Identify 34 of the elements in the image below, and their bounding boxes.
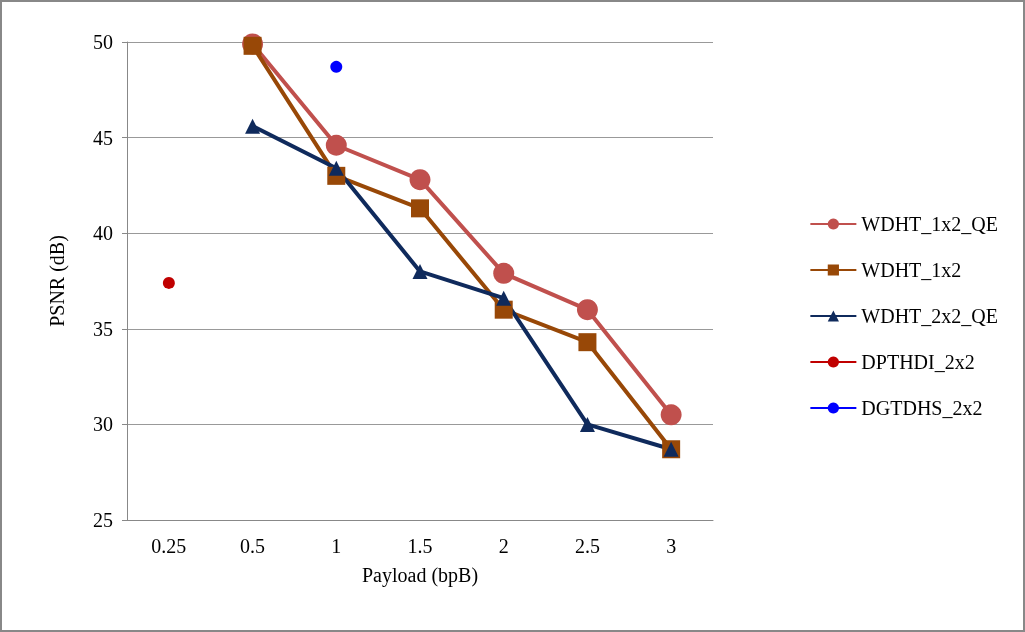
y-tick-label: 25: [93, 509, 113, 531]
y-tick-label: 45: [93, 126, 113, 149]
x-tick-label: 2: [498, 535, 509, 557]
point: [493, 262, 515, 284]
point: [409, 169, 431, 191]
y-tick-label: 35: [93, 317, 113, 340]
point: [576, 299, 598, 321]
point: [330, 60, 343, 73]
x-axis-title: Payload (bpB): [361, 564, 479, 587]
x-tick-label: 1.5: [407, 535, 433, 557]
point: [496, 290, 512, 306]
legend-label: WDHT_1x2_QE: [861, 213, 998, 235]
point: [578, 333, 597, 352]
point: [328, 160, 344, 176]
x-tick-label: 0.25: [151, 535, 187, 557]
point: [411, 199, 429, 218]
point: [245, 118, 261, 134]
point: [660, 404, 682, 426]
y-axis-title: PSNR (dB): [46, 235, 69, 327]
legend-label: WDHT_1x2: [861, 259, 962, 281]
point: [162, 276, 175, 289]
legend-label: DGTDHS_2x2: [861, 397, 983, 419]
point: [579, 416, 595, 432]
x-tick-label: 2.5: [574, 535, 600, 557]
point: [325, 134, 347, 156]
y-tick-label: 50: [93, 31, 113, 53]
y-tick-label: 30: [93, 413, 113, 436]
x-tick-label: 1: [331, 535, 342, 557]
legend-label: DPTHDI_2x2: [861, 351, 975, 373]
y-tick-label: 40: [93, 222, 113, 245]
x-tick-label: 3: [666, 535, 677, 557]
x-tick-label: 0.5: [240, 535, 266, 557]
legend-label: WDHT_2x2_QE: [861, 305, 998, 327]
point: [412, 263, 428, 279]
